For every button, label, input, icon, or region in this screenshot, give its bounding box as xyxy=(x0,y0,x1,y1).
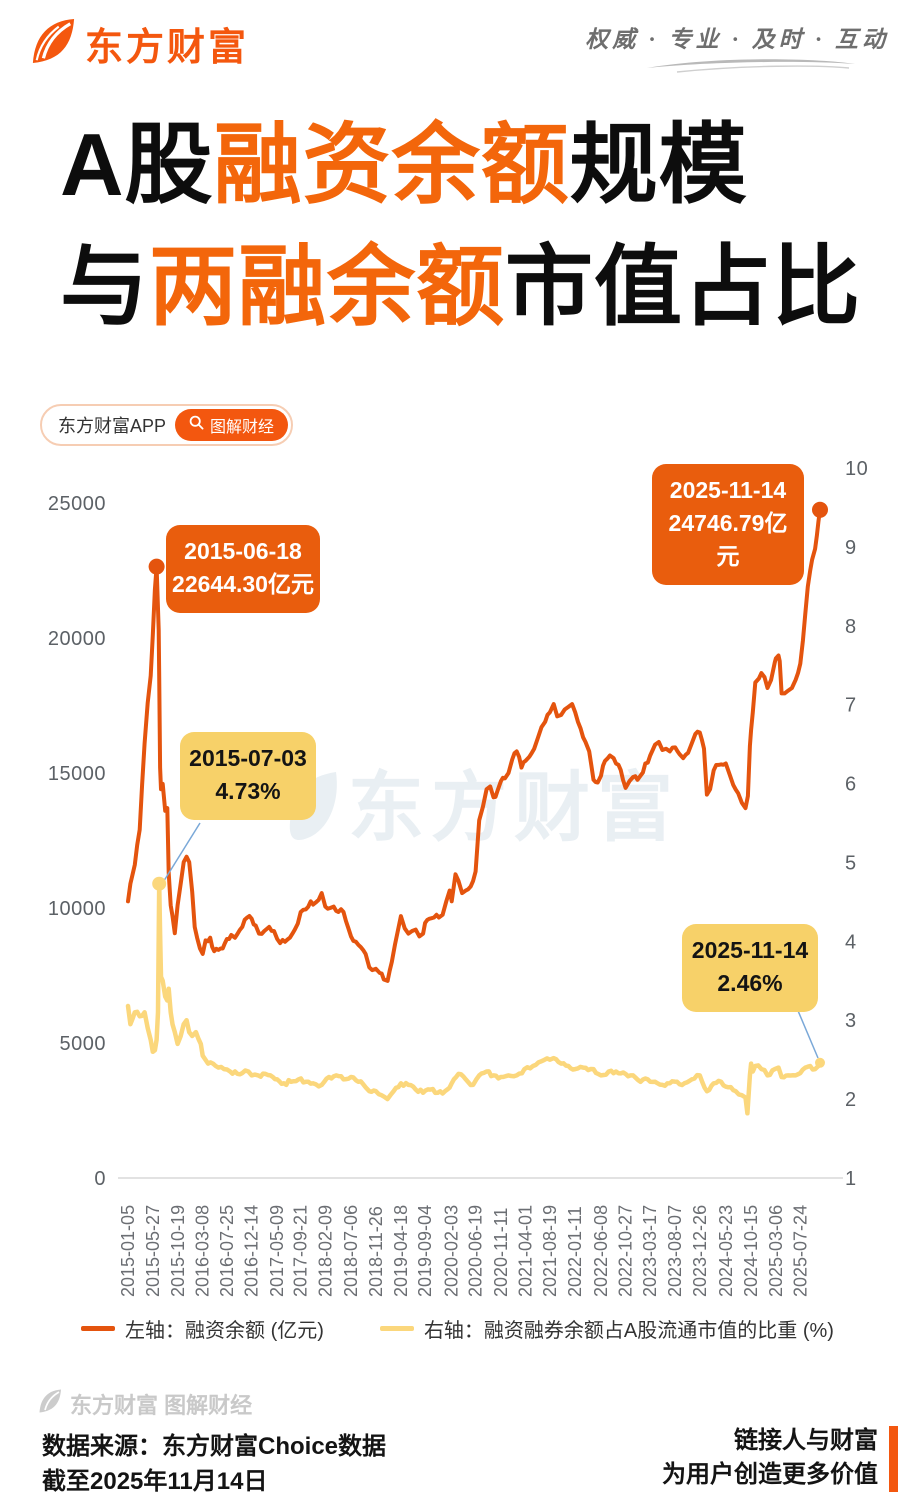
svg-text:2021-04-01: 2021-04-01 xyxy=(516,1205,536,1297)
data-source-text: 数据来源：东方财富Choice数据 xyxy=(42,1433,387,1460)
legend-swatch-orange xyxy=(81,1326,116,1331)
annotation-connector-1 xyxy=(161,822,201,885)
svg-text:2015-05-27: 2015-05-27 xyxy=(143,1205,163,1297)
svg-text:4: 4 xyxy=(845,931,857,953)
annotation-2025-peak: 2025-11-14 24746.79亿元 xyxy=(652,464,804,585)
svg-text:2023-03-17: 2023-03-17 xyxy=(640,1205,660,1297)
svg-text:2024-05-23: 2024-05-23 xyxy=(716,1205,736,1297)
annotation-value: 22644.30亿元 xyxy=(172,571,314,597)
svg-text:5000: 5000 xyxy=(60,1033,107,1055)
title-line-2: 与两融余额市值占比 xyxy=(60,237,862,336)
eastmoney-logo-icon xyxy=(30,16,76,71)
svg-text:6: 6 xyxy=(845,774,857,796)
svg-text:0: 0 xyxy=(94,1168,106,1190)
footer-orange-bar xyxy=(889,1426,898,1492)
annotation-date: 2025-11-14 xyxy=(669,477,787,503)
left-axis-tick-labels: 0 5000 10000 15000 20000 25000 xyxy=(48,493,106,1190)
svg-text:9: 9 xyxy=(845,537,857,559)
svg-text:8: 8 xyxy=(845,616,857,638)
footer-watermark-text: 东方财富 图解财经 xyxy=(70,1393,253,1418)
svg-text:7: 7 xyxy=(845,695,857,717)
svg-text:1: 1 xyxy=(845,1168,857,1190)
slogan-swoosh xyxy=(647,59,856,73)
svg-text:2015-01-05: 2015-01-05 xyxy=(118,1205,138,1297)
svg-text:2020-02-03: 2020-02-03 xyxy=(442,1205,462,1297)
svg-text:25000: 25000 xyxy=(48,493,106,515)
annotation-2015-peak: 2015-06-18 22644.30亿元 xyxy=(166,525,320,613)
chart-legend: 左轴：融资余额 (亿元) 右轴：融资融券余额占A股流通市值的比重 (%) xyxy=(0,1314,915,1343)
as-of-date-text: 截至2025年11月14日 xyxy=(42,1468,268,1495)
svg-text:东方财富: 东方财富 xyxy=(348,766,680,851)
title-line-1: A股融资余额规模 xyxy=(60,115,748,214)
brand-slogan: 权威 · 专业 · 及时 · 互动 xyxy=(585,20,889,79)
chart-watermark: 东方财富 xyxy=(289,766,680,851)
svg-text:2: 2 xyxy=(845,1089,857,1111)
annotation-date: 2015-06-18 xyxy=(184,538,302,564)
svg-text:2017-05-09: 2017-05-09 xyxy=(267,1205,287,1297)
svg-text:5: 5 xyxy=(845,852,857,874)
right-axis-tick-labels: 1 2 3 4 5 6 7 8 9 10 xyxy=(845,458,868,1190)
svg-text:2022-01-11: 2022-01-11 xyxy=(565,1206,585,1297)
svg-text:3: 3 xyxy=(845,1010,857,1032)
svg-text:2022-06-08: 2022-06-08 xyxy=(591,1205,611,1297)
legend-item-right-axis: 右轴：融资融券余额占A股流通市值的比重 (%) xyxy=(379,1314,834,1343)
svg-text:2016-12-14: 2016-12-14 xyxy=(242,1205,262,1297)
svg-text:2024-10-15: 2024-10-15 xyxy=(741,1205,761,1297)
legend-label-left: 左轴：融资余额 (亿元) xyxy=(125,1320,324,1342)
svg-text:20000: 20000 xyxy=(48,628,106,650)
annotation-date: 2025-11-14 xyxy=(691,937,809,963)
svg-text:15000: 15000 xyxy=(48,763,106,785)
annotation-value: 4.73% xyxy=(215,778,281,804)
page-title: A股融资余额规模 与两融余额市值占比 xyxy=(60,104,861,348)
footer-slogan-line-1: 链接人与财富 xyxy=(734,1427,878,1454)
legend-item-left-axis: 左轴：融资余额 (亿元) xyxy=(81,1314,324,1343)
annotation-value: 2.46% xyxy=(717,970,783,996)
svg-text:2023-12-26: 2023-12-26 xyxy=(690,1205,710,1297)
svg-text:10: 10 xyxy=(845,458,868,480)
svg-text:2020-11-11: 2020-11-11 xyxy=(491,1208,511,1297)
svg-text:2021-08-19: 2021-08-19 xyxy=(540,1205,560,1297)
annotation-date: 2015-07-03 xyxy=(189,745,307,771)
svg-text:2025-07-24: 2025-07-24 xyxy=(790,1205,810,1297)
footer-slogan-line-2: 为用户创造更多价值 xyxy=(662,1461,878,1488)
series-tag-badge[interactable]: 图解财经 xyxy=(175,409,289,441)
footer-watermark: 东方财富 图解财经 xyxy=(38,1388,252,1420)
legend-swatch-yellow xyxy=(379,1326,414,1331)
svg-text:2019-04-18: 2019-04-18 xyxy=(391,1205,411,1297)
svg-text:2023-08-07: 2023-08-07 xyxy=(665,1205,685,1297)
slogan-text: 权威 · 专业 · 及时 · 互动 xyxy=(585,27,889,52)
svg-text:2016-07-25: 2016-07-25 xyxy=(217,1205,237,1297)
annotation-2025-ratio: 2025-11-14 2.46% xyxy=(682,924,818,1012)
logo-text: 东方财富 xyxy=(85,27,250,69)
svg-text:2016-03-08: 2016-03-08 xyxy=(193,1205,213,1297)
annotation-connector-2 xyxy=(795,1005,819,1059)
svg-text:2022-10-27: 2022-10-27 xyxy=(616,1205,636,1297)
svg-text:2017-09-21: 2017-09-21 xyxy=(291,1205,311,1297)
svg-text:10000: 10000 xyxy=(48,898,106,920)
app-badge[interactable]: 东方财富APP 图解财经 xyxy=(40,404,294,446)
svg-text:2020-06-19: 2020-06-19 xyxy=(466,1205,486,1297)
annotation-value: 24746.79亿元 xyxy=(668,510,788,569)
search-icon xyxy=(189,415,204,435)
svg-text:2015-10-19: 2015-10-19 xyxy=(168,1205,188,1297)
legend-label-right: 右轴：融资融券余额占A股流通市值的比重 (%) xyxy=(423,1320,834,1342)
tag-badge-label: 图解财经 xyxy=(210,419,275,436)
footer-leaf-icon xyxy=(38,1388,62,1420)
footer-slogan: 链接人与财富 为用户创造更多价值 xyxy=(662,1424,878,1492)
svg-text:2018-02-09: 2018-02-09 xyxy=(315,1205,335,1297)
svg-text:2018-11-26: 2018-11-26 xyxy=(366,1206,386,1297)
annotation-2015-ratio-peak: 2015-07-03 4.73% xyxy=(180,732,316,820)
app-badge-label: 东方财富APP xyxy=(58,416,167,436)
eastmoney-logo: 东方财富 xyxy=(30,16,249,71)
svg-text:2019-09-04: 2019-09-04 xyxy=(415,1205,435,1297)
svg-text:2025-03-06: 2025-03-06 xyxy=(766,1205,786,1297)
x-axis-tick-labels: 2015-01-05 2015-05-27 2015-10-19 2016-03-08… xyxy=(118,1205,810,1297)
badge-row: 东方财富APP 图解财经 xyxy=(40,404,294,446)
svg-text:2018-07-06: 2018-07-06 xyxy=(341,1205,361,1297)
